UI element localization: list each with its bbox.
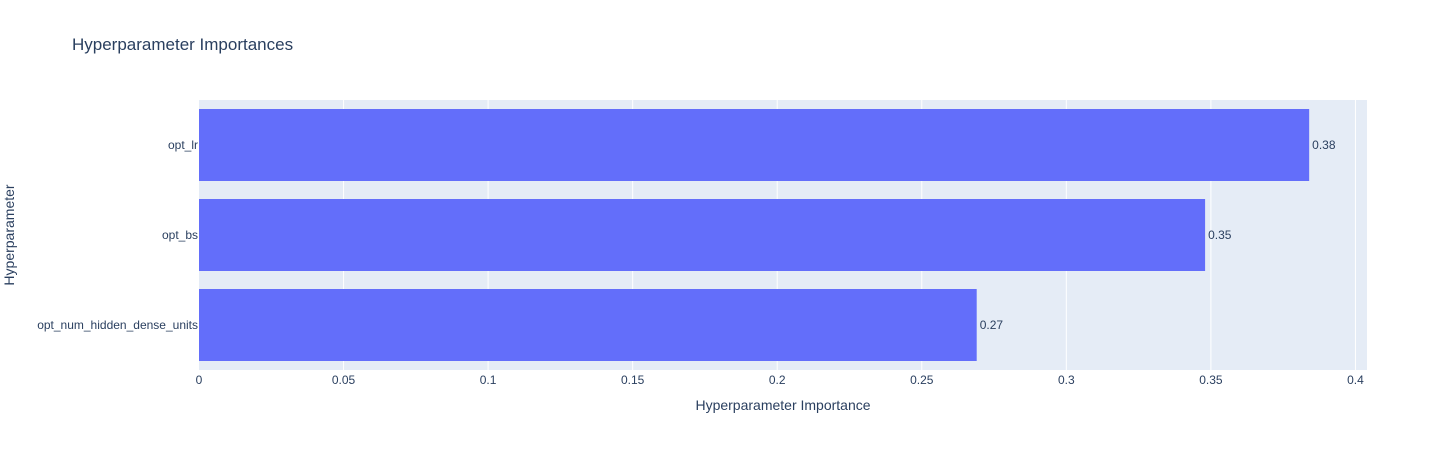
x-axis-ticks: 0 0.05 0.1 0.15 0.2 0.25 0.3 0.35 0.4 xyxy=(196,373,1364,387)
x-tick-label: 0.05 xyxy=(332,373,356,387)
bar-opt_lr[interactable] xyxy=(199,109,1310,181)
x-tick-label: 0 xyxy=(196,373,203,387)
x-tick-label: 0.35 xyxy=(1199,373,1223,387)
y-axis-ticks: opt_num_hidden_dense_units opt_bs opt_lr xyxy=(37,138,198,332)
x-tick-label: 0.25 xyxy=(910,373,934,387)
y-tick-label: opt_lr xyxy=(168,138,198,152)
chart-title: Hyperparameter Importances xyxy=(72,35,293,54)
bars xyxy=(199,109,1310,361)
bar-value-label: 0.35 xyxy=(1208,228,1232,242)
x-tick-label: 0.3 xyxy=(1058,373,1075,387)
x-tick-label: 0.4 xyxy=(1347,373,1364,387)
y-tick-label: opt_num_hidden_dense_units xyxy=(37,318,198,332)
y-tick-label: opt_bs xyxy=(162,228,198,242)
bar-value-label: 0.38 xyxy=(1312,138,1336,152)
data-labels: 0.27 0.35 0.38 xyxy=(980,138,1336,332)
x-tick-label: 0.1 xyxy=(480,373,497,387)
x-tick-label: 0.15 xyxy=(621,373,645,387)
x-tick-label: 0.2 xyxy=(769,373,786,387)
bar-opt_num_hidden_dense_units[interactable] xyxy=(199,289,977,361)
x-axis-title: Hyperparameter Importance xyxy=(695,397,870,413)
y-axis-title: Hyperparameter xyxy=(1,184,17,285)
bar-value-label: 0.27 xyxy=(980,318,1004,332)
bar-opt_bs[interactable] xyxy=(199,199,1206,271)
